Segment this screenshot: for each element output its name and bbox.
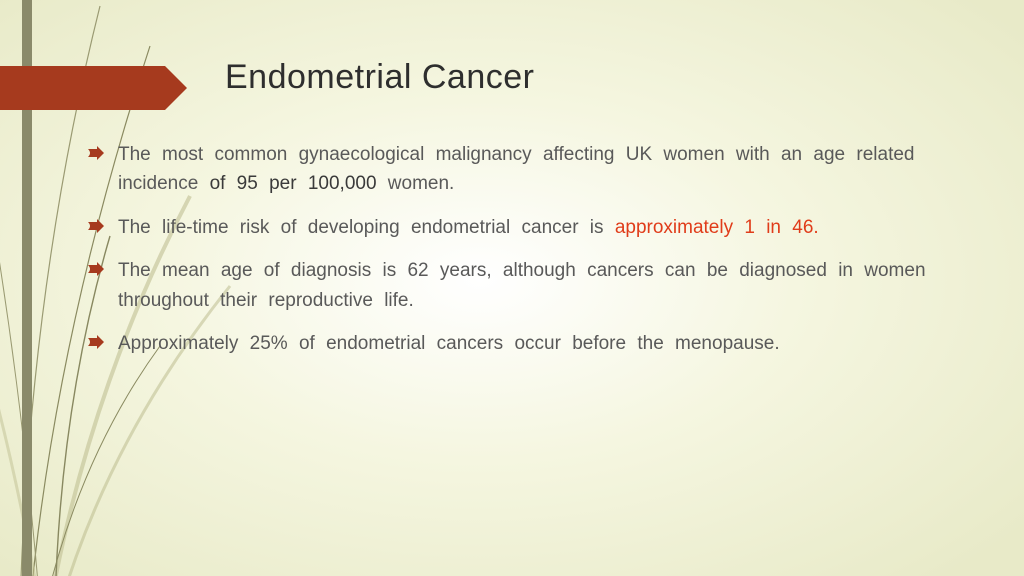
bullet-arrow-icon bbox=[88, 146, 104, 160]
bullet-item: The mean age of diagnosis is 62 years, a… bbox=[88, 256, 968, 315]
slide-title: Endometrial Cancer bbox=[225, 58, 534, 97]
bullet-item: The life-time risk of developing endomet… bbox=[88, 213, 968, 242]
bullet-text: The most common gynaecological malignanc… bbox=[118, 140, 968, 199]
bullet-item: Approximately 25% of endometrial cancers… bbox=[88, 329, 968, 358]
title-arrow-shape bbox=[0, 66, 165, 110]
slide: Endometrial Cancer The most common gynae… bbox=[0, 0, 1024, 576]
bullet-list: The most common gynaecological malignanc… bbox=[88, 140, 968, 373]
bullet-item: The most common gynaecological malignanc… bbox=[88, 140, 968, 199]
bullet-text: Approximately 25% of endometrial cancers… bbox=[118, 329, 968, 358]
bullet-arrow-icon bbox=[88, 219, 104, 233]
bullet-arrow-icon bbox=[88, 335, 104, 349]
bullet-arrow-icon bbox=[88, 262, 104, 276]
bullet-text: The mean age of diagnosis is 62 years, a… bbox=[118, 256, 968, 315]
bullet-text: The life-time risk of developing endomet… bbox=[118, 213, 968, 242]
